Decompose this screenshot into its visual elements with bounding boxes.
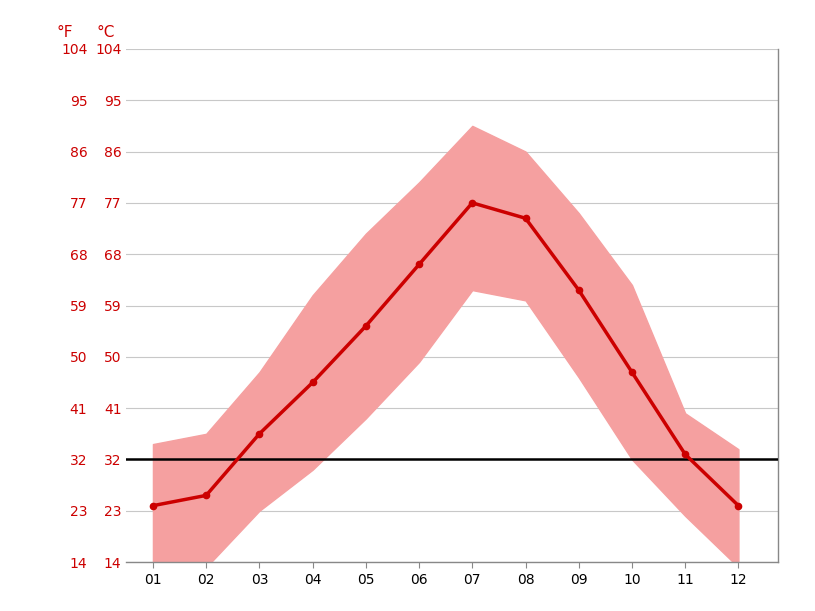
Text: °F: °F: [57, 24, 73, 40]
Text: °C: °C: [97, 24, 115, 40]
